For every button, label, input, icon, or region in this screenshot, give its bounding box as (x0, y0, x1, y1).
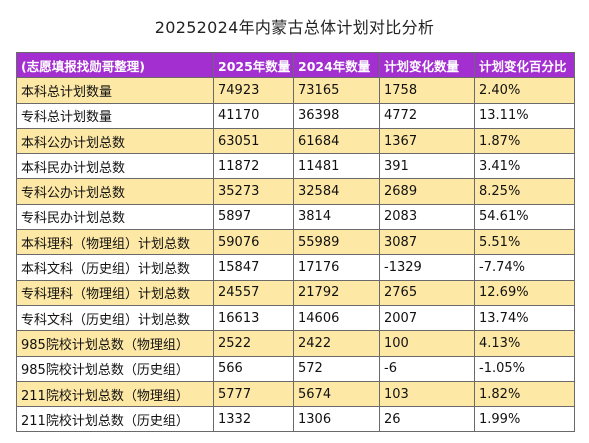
cell-count-2024: 36398 (293, 102, 380, 129)
cell-change-percent: 5.51% (474, 229, 575, 256)
cell-count-2024: 55989 (293, 229, 380, 256)
table-row: 211院校计划总数（历史组） 1332 1306 26 1.99% (16, 406, 575, 433)
cell-change-percent: 1.82% (474, 380, 575, 408)
cell-count-2025: 5777 (213, 380, 294, 408)
cell-change-count: 26 (379, 406, 475, 433)
table-row: 本科文科（历史组）计划总数 15847 17176 -1329 -7.74% (16, 254, 575, 281)
cell-change-count: 100 (379, 330, 475, 357)
cell-change-count: 103 (379, 380, 475, 408)
cell-category: 985院校计划总数（物理组） (16, 330, 214, 357)
cell-change-percent: -7.74% (474, 254, 575, 281)
header-cell-2024-count: 2024年数量 (293, 51, 380, 79)
cell-change-count: 4772 (379, 102, 475, 129)
table-header-row: (志愿填报找勋哥整理) 2025年数量 2024年数量 计划变化数量 计划变化百… (16, 51, 575, 79)
cell-count-2024: 17176 (293, 254, 380, 281)
cell-change-percent: 13.74% (474, 304, 575, 332)
table-row: 本科公办计划总数 63051 61684 1367 1.87% (16, 127, 575, 155)
cell-change-count: 1758 (379, 77, 475, 104)
cell-category: 专科理科（物理组）计划总数 (16, 279, 214, 306)
cell-change-percent: 1.99% (474, 406, 575, 433)
table-row: 本科民办计划总数 11872 11481 391 3.41% (16, 153, 575, 180)
cell-change-count: 2689 (379, 178, 475, 205)
cell-category: 专科文科（历史组）计划总数 (16, 304, 214, 332)
cell-change-count: 2007 (379, 304, 475, 332)
cell-count-2025: 566 (213, 355, 294, 382)
cell-change-count: -1329 (379, 254, 475, 281)
cell-category: 本科文科（历史组）计划总数 (16, 254, 214, 281)
page-title: 20252024年内蒙古总体计划对比分析 (154, 18, 435, 37)
cell-change-percent: 54.61% (474, 203, 575, 231)
cell-count-2025: 63051 (213, 127, 294, 155)
cell-category: 专科总计划数量 (16, 102, 214, 129)
cell-count-2024: 21792 (293, 279, 380, 306)
table-row: 211院校计划总数（物理组） 5777 5674 103 1.82% (16, 380, 575, 408)
cell-change-count: 1367 (379, 127, 475, 155)
cell-count-2025: 35273 (213, 178, 294, 205)
cell-count-2025: 59076 (213, 229, 294, 256)
plan-comparison-table: (志愿填报找勋哥整理) 2025年数量 2024年数量 计划变化数量 计划变化百… (16, 51, 575, 433)
cell-category: 本科总计划数量 (16, 77, 214, 104)
cell-count-2025: 24557 (213, 279, 294, 306)
table-row: 专科民办计划总数 5897 3814 2083 54.61% (16, 203, 575, 231)
header-cell-source-note: (志愿填报找勋哥整理) (16, 51, 214, 79)
cell-category: 211院校计划总数（历史组） (16, 406, 214, 433)
cell-count-2025: 74923 (213, 77, 294, 104)
table-row: 985院校计划总数（物理组） 2522 2422 100 4.13% (16, 330, 575, 357)
cell-change-percent: 12.69% (474, 279, 575, 306)
cell-category: 专科公办计划总数 (16, 178, 214, 205)
cell-count-2024: 2422 (293, 330, 380, 357)
cell-category: 专科民办计划总数 (16, 203, 214, 231)
cell-change-percent: 3.41% (474, 153, 575, 180)
cell-change-percent: 4.13% (474, 330, 575, 357)
header-cell-change-count: 计划变化数量 (379, 51, 475, 79)
cell-change-percent: 8.25% (474, 178, 575, 205)
cell-change-count: 3087 (379, 229, 475, 256)
cell-category: 本科民办计划总数 (16, 153, 214, 180)
cell-count-2025: 15847 (213, 254, 294, 281)
cell-change-percent: 2.40% (474, 77, 575, 104)
cell-count-2024: 61684 (293, 127, 380, 155)
cell-count-2025: 16613 (213, 304, 294, 332)
cell-count-2024: 32584 (293, 178, 380, 205)
cell-count-2025: 5897 (213, 203, 294, 231)
cell-count-2025: 41170 (213, 102, 294, 129)
table-row: 专科总计划数量 41170 36398 4772 13.11% (16, 102, 575, 129)
cell-change-percent: 13.11% (474, 102, 575, 129)
cell-count-2024: 73165 (293, 77, 380, 104)
cell-change-percent: -1.05% (474, 355, 575, 382)
cell-category: 本科公办计划总数 (16, 127, 214, 155)
table-row: 专科公办计划总数 35273 32584 2689 8.25% (16, 178, 575, 205)
cell-change-count: 2083 (379, 203, 475, 231)
cell-count-2024: 572 (293, 355, 380, 382)
table-row: 专科理科（物理组）计划总数 24557 21792 2765 12.69% (16, 279, 575, 306)
cell-category: 本科理科（物理组）计划总数 (16, 229, 214, 256)
table-row: 本科总计划数量 74923 73165 1758 2.40% (16, 77, 575, 104)
cell-count-2025: 11872 (213, 153, 294, 180)
table-row: 本科理科（物理组）计划总数 59076 55989 3087 5.51% (16, 229, 575, 256)
cell-count-2025: 1332 (213, 406, 294, 433)
cell-count-2024: 5674 (293, 380, 380, 408)
cell-category: 985院校计划总数（历史组） (16, 355, 214, 382)
cell-count-2024: 1306 (293, 406, 380, 433)
header-cell-2025-count: 2025年数量 (213, 51, 294, 79)
cell-count-2024: 14606 (293, 304, 380, 332)
cell-category: 211院校计划总数（物理组） (16, 380, 214, 408)
header-cell-change-percent: 计划变化百分比 (474, 51, 575, 79)
cell-change-percent: 1.87% (474, 127, 575, 155)
cell-count-2024: 3814 (293, 203, 380, 231)
cell-change-count: -6 (379, 355, 475, 382)
cell-count-2025: 2522 (213, 330, 294, 357)
cell-count-2024: 11481 (293, 153, 380, 180)
cell-change-count: 391 (379, 153, 475, 180)
table-row: 专科文科（历史组）计划总数 16613 14606 2007 13.74% (16, 304, 575, 332)
cell-change-count: 2765 (379, 279, 475, 306)
table-row: 985院校计划总数（历史组） 566 572 -6 -1.05% (16, 355, 575, 382)
